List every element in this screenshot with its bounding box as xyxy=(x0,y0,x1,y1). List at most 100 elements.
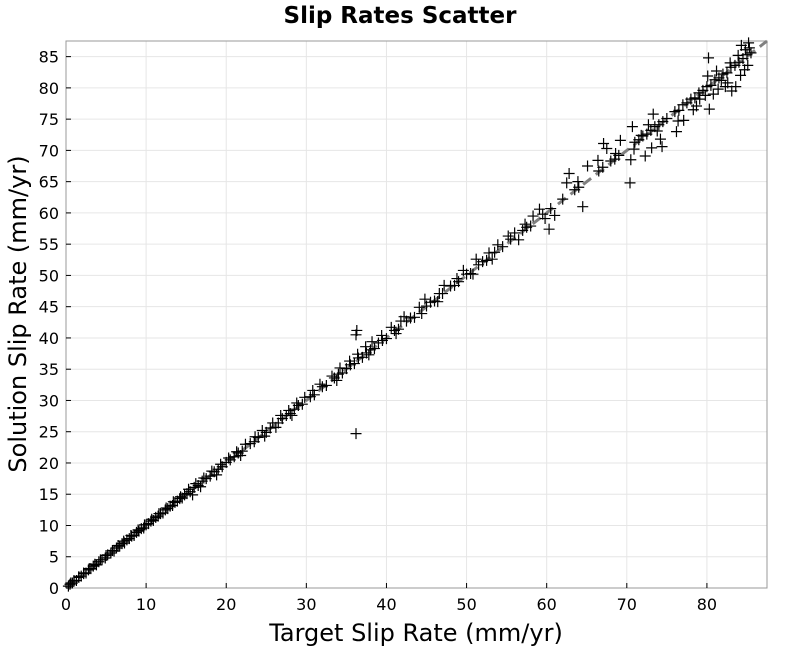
y-tick-label: 35 xyxy=(39,360,59,379)
y-tick-label: 5 xyxy=(49,548,59,567)
data-point xyxy=(457,264,469,276)
data-point xyxy=(626,121,638,133)
data-point xyxy=(743,42,755,54)
y-tick-label: 10 xyxy=(39,516,59,535)
data-point xyxy=(112,539,124,551)
x-tick-label: 80 xyxy=(697,595,717,614)
y-tick-label: 50 xyxy=(39,266,59,285)
data-point xyxy=(705,79,717,91)
data-point xyxy=(344,355,356,367)
data-point xyxy=(350,329,362,341)
y-tick-label: 70 xyxy=(39,141,59,160)
data-point xyxy=(215,458,227,470)
x-tick-label: 70 xyxy=(617,595,637,614)
data-point xyxy=(519,218,531,230)
data-point xyxy=(509,227,521,239)
data-point xyxy=(451,273,463,285)
data-point xyxy=(175,491,187,503)
data-point xyxy=(525,220,537,232)
x-axis-ticks: 0 10 20 30 40 50 60 70 80 xyxy=(61,583,717,614)
data-point xyxy=(624,177,636,189)
data-point xyxy=(183,483,195,495)
y-tick-label: 65 xyxy=(39,173,59,192)
data-point xyxy=(296,398,308,410)
data-point xyxy=(549,209,561,221)
data-point xyxy=(167,496,179,508)
data-point xyxy=(724,57,736,69)
data-point xyxy=(673,104,685,116)
data-point xyxy=(160,502,172,514)
data-point xyxy=(308,389,320,401)
data-point xyxy=(94,554,106,566)
data-point xyxy=(699,89,711,101)
data-point xyxy=(742,59,754,71)
x-tick-label: 10 xyxy=(136,595,156,614)
data-point xyxy=(545,203,557,215)
data-point xyxy=(270,421,282,433)
data-point xyxy=(543,223,555,235)
data-point xyxy=(395,315,407,327)
data-point xyxy=(314,378,326,390)
data-point xyxy=(735,39,747,51)
data-point xyxy=(743,37,755,49)
data-point xyxy=(492,239,504,251)
data-point xyxy=(326,370,338,382)
data-point xyxy=(678,114,690,126)
data-point xyxy=(299,391,311,403)
data-point xyxy=(598,138,610,150)
data-point xyxy=(730,81,742,93)
data-point xyxy=(363,349,375,361)
data-point xyxy=(601,143,613,155)
y-tick-label: 75 xyxy=(39,110,59,129)
y-axis-label: Solution Slip Rate (mm/yr) xyxy=(4,155,32,472)
data-point xyxy=(661,113,673,125)
data-point xyxy=(351,324,363,336)
data-point xyxy=(561,177,573,189)
data-point xyxy=(654,133,666,145)
y-tick-label: 40 xyxy=(39,329,59,348)
data-point xyxy=(539,213,551,225)
x-tick-label: 40 xyxy=(376,595,396,614)
data-point xyxy=(722,77,734,89)
data-point xyxy=(670,126,682,138)
data-point xyxy=(139,519,151,531)
data-point xyxy=(527,210,539,222)
data-point xyxy=(610,148,622,160)
data-point xyxy=(239,438,251,450)
data-point xyxy=(702,70,714,82)
data-point xyxy=(642,119,654,131)
data-point xyxy=(368,343,380,355)
data-point xyxy=(597,161,609,173)
data-point xyxy=(465,268,477,280)
data-point xyxy=(236,445,248,457)
data-point xyxy=(582,160,594,172)
data-point xyxy=(187,489,199,501)
data-point xyxy=(563,168,575,180)
data-point xyxy=(703,103,715,115)
data-point xyxy=(672,115,684,127)
data-point xyxy=(153,508,165,520)
data-point xyxy=(433,288,445,300)
data-point xyxy=(132,524,144,536)
data-point xyxy=(235,449,247,461)
y-tick-label: 45 xyxy=(39,298,59,317)
data-point xyxy=(703,52,715,64)
data-point xyxy=(275,409,287,421)
data-point xyxy=(502,230,514,242)
data-point xyxy=(331,374,343,386)
data-point xyxy=(483,247,495,259)
data-point xyxy=(497,241,509,253)
data-point xyxy=(573,181,585,193)
data-point xyxy=(408,311,420,323)
data-point xyxy=(647,108,659,120)
data-point xyxy=(711,65,723,77)
plot-frame xyxy=(65,40,768,589)
data-point xyxy=(307,384,319,396)
data-point xyxy=(712,83,724,95)
data-point xyxy=(614,134,626,146)
data-point xyxy=(715,74,727,86)
data-point xyxy=(651,125,663,137)
data-point xyxy=(735,69,747,81)
data-point xyxy=(467,268,479,280)
